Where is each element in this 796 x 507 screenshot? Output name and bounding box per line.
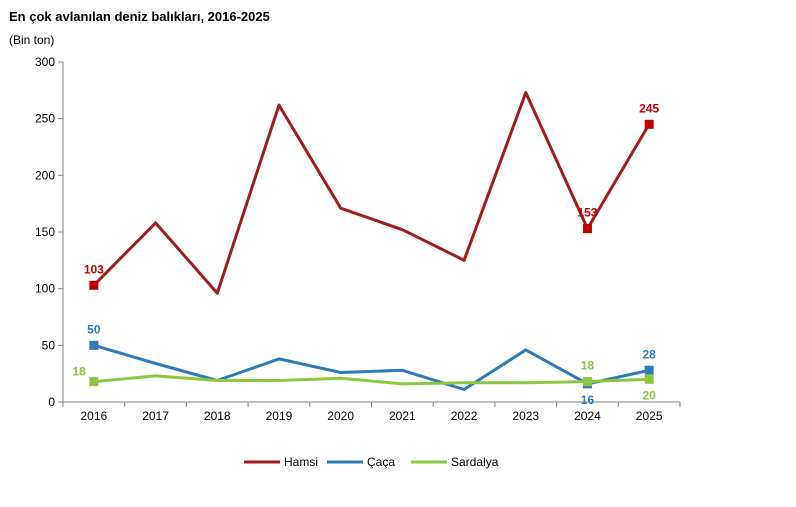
y-tick-label: 150: [35, 225, 55, 239]
data-label: 20: [642, 388, 656, 402]
unit-label: (Bin ton): [9, 33, 55, 47]
data-point-marker: [644, 374, 654, 384]
x-tick-label: 2017: [142, 409, 169, 423]
chart-title: En çok avlanılan deniz balıkları, 2016-2…: [9, 9, 270, 24]
data-point-marker: [644, 119, 654, 129]
legend-label: Hamsi: [284, 455, 318, 469]
y-tick-label: 250: [35, 112, 55, 126]
y-tick-label: 0: [48, 395, 55, 409]
data-label: 103: [84, 262, 104, 276]
series-line-sardalya: [92, 374, 651, 386]
x-tick-label: 2023: [512, 409, 539, 423]
data-label: 153: [577, 206, 597, 220]
legend-label: Çaça: [367, 455, 395, 469]
y-tick-label: 300: [35, 55, 55, 69]
y-tick-label: 100: [35, 282, 55, 296]
data-point-marker: [644, 365, 654, 375]
data-label: 245: [639, 101, 659, 115]
x-tick-label: 2022: [451, 409, 478, 423]
legend-label: Sardalya: [451, 455, 499, 469]
series-line-çaça: [92, 343, 651, 391]
y-tick-label: 200: [35, 168, 55, 182]
x-tick-label: 2025: [636, 409, 663, 423]
data-label: 18: [72, 365, 86, 379]
series-line-hamsi: [92, 91, 651, 295]
x-tick-label: 2024: [574, 409, 601, 423]
x-tick-label: 2021: [389, 409, 416, 423]
data-point-marker: [89, 280, 99, 290]
data-point-marker: [89, 340, 99, 350]
data-label: 28: [642, 347, 656, 361]
data-label: 18: [581, 359, 595, 373]
data-point-marker: [582, 224, 592, 234]
data-point-marker: [582, 377, 592, 387]
data-label: 16: [581, 393, 595, 407]
x-tick-label: 2016: [80, 409, 107, 423]
data-point-marker: [89, 377, 99, 387]
y-tick-label: 50: [42, 338, 56, 352]
x-tick-label: 2019: [266, 409, 293, 423]
data-label: 50: [87, 322, 101, 336]
x-tick-label: 2018: [204, 409, 231, 423]
x-tick-label: 2020: [327, 409, 354, 423]
